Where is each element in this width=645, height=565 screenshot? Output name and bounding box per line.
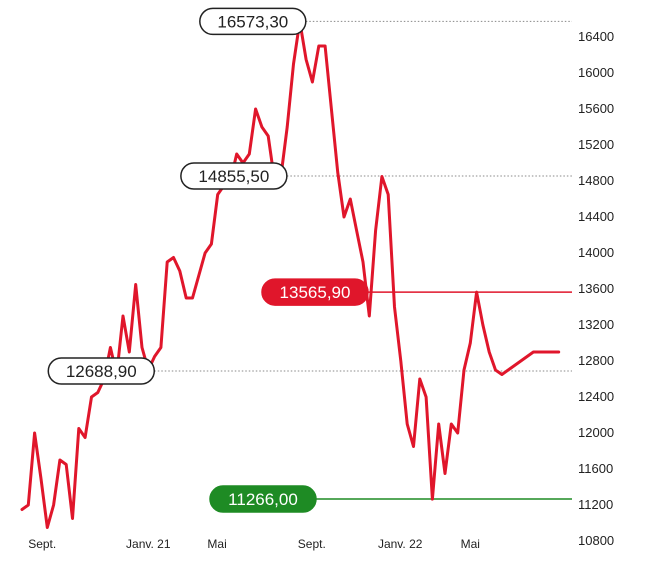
y-tick-label: 11600 bbox=[578, 461, 613, 476]
y-tick-label: 13600 bbox=[578, 281, 614, 296]
y-tick-label: 14000 bbox=[578, 245, 614, 260]
annotation-value-label: 13565,90 bbox=[280, 283, 351, 302]
y-tick-label: 13200 bbox=[578, 317, 614, 332]
price-series-line bbox=[20, 19, 561, 529]
y-tick-label: 16000 bbox=[578, 65, 614, 80]
x-tick-label: Mai bbox=[461, 537, 480, 551]
y-tick-label: 15200 bbox=[578, 137, 614, 152]
x-tick-label: Mai bbox=[207, 537, 226, 551]
y-tick-label: 15600 bbox=[578, 101, 614, 116]
y-tick-label: 11200 bbox=[578, 497, 613, 512]
annotation-pill bbox=[209, 485, 317, 513]
x-tick-label: Sept. bbox=[28, 537, 56, 551]
x-tick-label: Janv. 22 bbox=[378, 537, 423, 551]
x-tick-label: Janv. 21 bbox=[126, 537, 171, 551]
annotation-value-label: 11266,00 bbox=[228, 490, 298, 509]
y-tick-label: 12400 bbox=[578, 389, 614, 404]
annotation-value-label: 16573,30 bbox=[217, 12, 288, 31]
y-tick-label: 14800 bbox=[578, 173, 614, 188]
annotation-pill bbox=[261, 278, 369, 306]
annotation-pill bbox=[199, 7, 307, 36]
annotation-labels: 16573,30 14855,50 13565,90 12688,90 11266,00 bbox=[47, 7, 369, 513]
y-tick-label: 10800 bbox=[578, 533, 614, 548]
x-tick-label: Sept. bbox=[298, 537, 326, 551]
annotation-pill bbox=[47, 357, 156, 385]
y-tick-label: 12000 bbox=[578, 425, 614, 440]
reference-lines bbox=[154, 20, 572, 500]
y-tick-label: 16400 bbox=[578, 29, 614, 44]
y-tick-label: 12800 bbox=[578, 353, 614, 368]
annotation-value-label: 12688,90 bbox=[66, 362, 137, 381]
y-tick-label: 14400 bbox=[578, 209, 614, 224]
annotation-pill bbox=[180, 162, 288, 190]
x-axis: Sept. Janv. 21 Mai Sept. Janv. 22 Mai bbox=[28, 537, 480, 551]
annotation-value-label: 14855,50 bbox=[198, 167, 269, 186]
y-axis: 16400 16000 15600 15200 14800 14400 14000 13600… bbox=[578, 29, 614, 548]
